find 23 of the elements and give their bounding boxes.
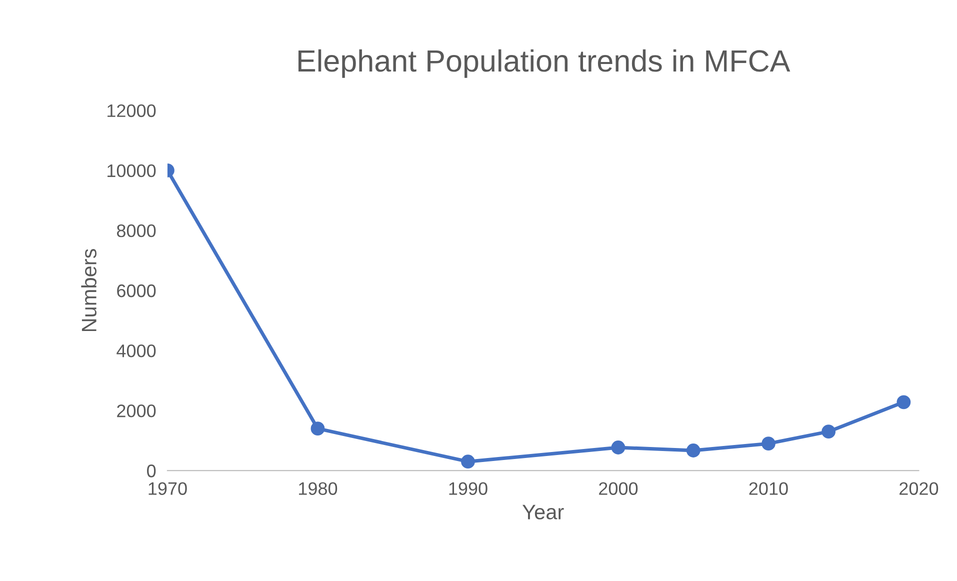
x-tick-label: 2010 [749, 482, 788, 495]
point [686, 444, 700, 458]
point [762, 436, 776, 451]
y-tick-label: 8000 [116, 224, 156, 238]
point [896, 395, 911, 410]
y-tick-label: 10000 [108, 164, 156, 178]
y-tick-label: 4000 [116, 344, 156, 358]
x-axis-title: Year [522, 504, 564, 520]
x-tick-label: 1980 [299, 482, 338, 495]
point [461, 454, 475, 469]
chart-title: Elephant Population trends in MFCA [298, 49, 790, 78]
x-tick-label: 1990 [449, 482, 488, 495]
point [822, 424, 836, 439]
y-tick-label: 2000 [117, 404, 156, 418]
point [611, 440, 626, 454]
y-tick-label: 6000 [117, 284, 156, 298]
point [310, 422, 325, 436]
x-tick-label: 1970 [148, 482, 187, 495]
y-tick-label: 12000 [108, 104, 156, 118]
y-axis-title: Numbers [81, 248, 96, 332]
y-tick-label: 0 [147, 464, 156, 478]
x-tick-label: 2000 [599, 482, 638, 495]
x-tick-label: 2020 [900, 482, 938, 495]
